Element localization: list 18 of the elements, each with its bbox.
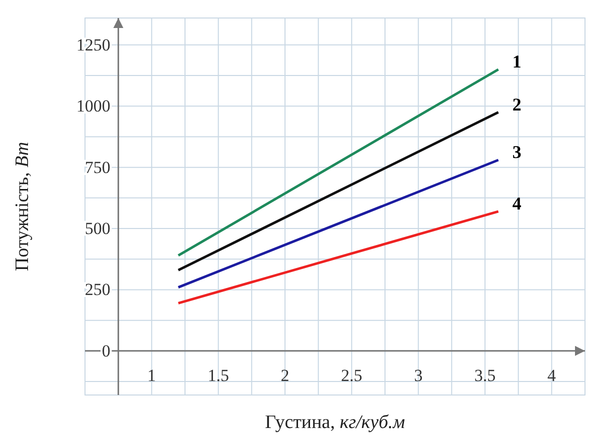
- x-tick-label: 3: [414, 366, 423, 386]
- x-tick-label: 2: [280, 366, 290, 386]
- x-tick-label: 3.5: [474, 366, 496, 386]
- y-tick-label: 250: [84, 280, 110, 300]
- series-label: 4: [512, 193, 522, 214]
- y-tick-label: 1250: [76, 35, 110, 54]
- y-tick-label: 750: [84, 158, 110, 177]
- x-tick-label: 1: [147, 366, 156, 386]
- y-axis-title: Потужність, Вт: [12, 142, 33, 272]
- x-tick-label: 4: [547, 366, 556, 386]
- series-label: 2: [512, 94, 522, 114]
- y-tick-label: 1000: [76, 96, 110, 116]
- x-axis-title: Густина, кг/куб.м: [264, 412, 406, 433]
- series-label: 3: [512, 142, 522, 162]
- series-label: 1: [512, 51, 522, 72]
- x-tick-label: 2.5: [341, 366, 362, 386]
- y-tick-label: 500: [84, 218, 110, 238]
- x-tick-label: 1.5: [208, 366, 229, 386]
